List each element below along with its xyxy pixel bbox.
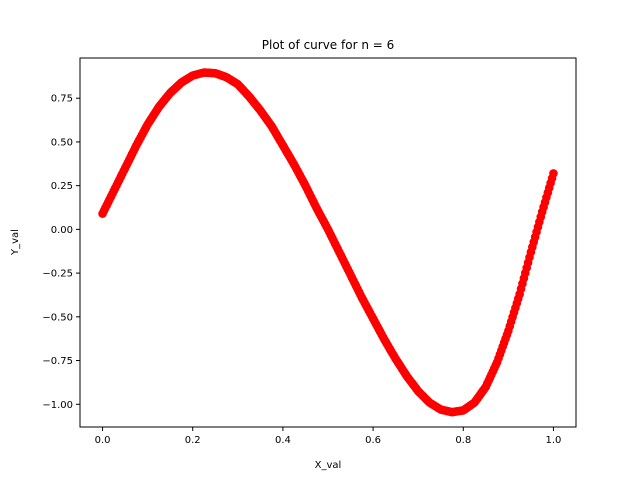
y-tick-label: 0.00 xyxy=(51,225,73,236)
y-tick-label: 0.50 xyxy=(51,137,73,148)
y-tick-label: −0.25 xyxy=(42,269,73,280)
y-tick-label: −1.00 xyxy=(42,400,73,411)
y-axis-label: Y_val xyxy=(10,229,21,256)
x-tick-label: 1.0 xyxy=(546,435,562,446)
x-tick-label: 0.2 xyxy=(185,435,201,446)
y-tick-label: −0.50 xyxy=(42,312,73,323)
y-tick-label: 0.75 xyxy=(51,94,73,105)
y-tick-label: 0.25 xyxy=(51,181,73,192)
x-tick-label: 0.8 xyxy=(455,435,471,446)
x-axis: 0.0 0.2 0.4 0.6 0.8 1.0 xyxy=(95,427,562,446)
x-axis-label: X_val xyxy=(315,460,342,471)
chart-title: Plot of curve for n = 6 xyxy=(262,38,395,52)
y-axis: 0.75 0.50 0.25 0.00 −0.25 −0.50 −0.75 −1.00 xyxy=(42,94,80,411)
axes-frame xyxy=(79,57,577,428)
scatter-point xyxy=(549,169,558,178)
y-tick-label: −0.75 xyxy=(42,356,73,367)
x-tick-label: 0.6 xyxy=(365,435,381,446)
x-tick-label: 0.4 xyxy=(275,435,291,446)
plot-layer xyxy=(98,68,558,417)
x-tick-label: 0.0 xyxy=(95,435,111,446)
